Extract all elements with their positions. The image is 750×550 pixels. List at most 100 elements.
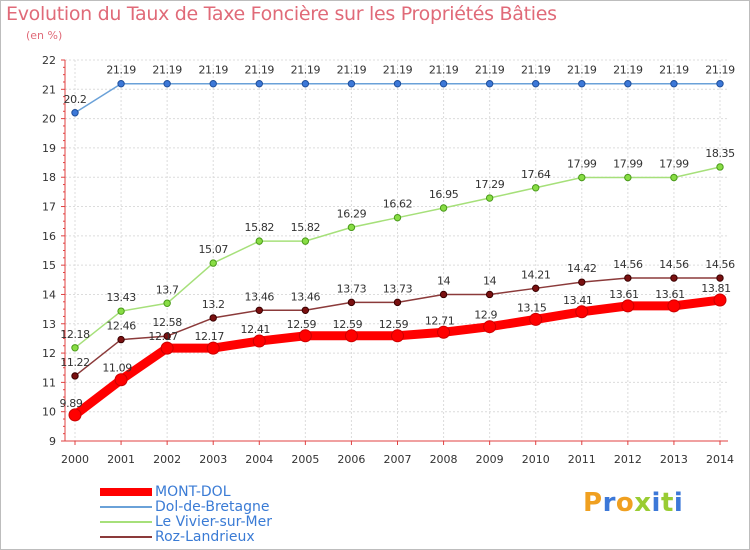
data-point xyxy=(68,408,82,422)
legend-swatch xyxy=(100,505,152,508)
data-point xyxy=(255,237,263,245)
data-label: 14.56 xyxy=(659,258,689,271)
data-label: 13.73 xyxy=(383,282,413,295)
data-point xyxy=(347,223,356,232)
x-tick-label: 2012 xyxy=(614,453,642,466)
x-tick-label: 2011 xyxy=(568,453,596,466)
y-tick-label: 15 xyxy=(42,259,56,272)
legend-label: Roz-Landrieux xyxy=(155,528,255,545)
data-label: 21.19 xyxy=(198,64,228,77)
data-label: 16.95 xyxy=(429,188,459,201)
data-label: 9.89 xyxy=(60,397,83,410)
data-label: 12.17 xyxy=(148,330,178,343)
data-point xyxy=(532,80,540,88)
y-tick-label: 17 xyxy=(42,201,56,214)
y-tick-label: 21 xyxy=(42,83,56,96)
data-point xyxy=(160,341,174,355)
data-point xyxy=(347,80,356,88)
logo-letter: r xyxy=(602,488,616,518)
data-point xyxy=(439,204,448,212)
data-point xyxy=(485,290,494,299)
data-point xyxy=(439,290,448,299)
data-label: 15.82 xyxy=(245,221,275,234)
x-tick-label: 2014 xyxy=(706,453,734,466)
data-label: 21.19 xyxy=(429,64,459,77)
data-point xyxy=(71,372,79,380)
data-label: 17.29 xyxy=(475,178,505,191)
data-point xyxy=(716,163,724,171)
data-label: 13.2 xyxy=(202,298,225,311)
data-label: 12.58 xyxy=(152,316,182,329)
data-point xyxy=(624,80,632,88)
x-tick-label: 2007 xyxy=(384,453,412,466)
data-point xyxy=(117,335,125,344)
data-label: 12.59 xyxy=(333,318,363,331)
logo-letter: i xyxy=(651,488,661,518)
legend-item: MONT-DOL xyxy=(100,483,272,500)
data-point xyxy=(298,329,312,343)
data-label: 15.07 xyxy=(198,243,228,256)
data-label: 21.19 xyxy=(291,64,321,77)
data-point xyxy=(532,184,540,192)
data-label: 14.56 xyxy=(613,258,643,271)
data-label: 16.62 xyxy=(383,198,413,211)
data-label: 16.29 xyxy=(337,207,367,220)
data-label: 12.71 xyxy=(425,314,455,327)
x-tick-label: 2000 xyxy=(61,453,89,466)
data-point xyxy=(347,298,356,307)
data-point xyxy=(301,306,310,314)
data-point xyxy=(71,109,79,117)
data-label: 21.19 xyxy=(659,64,689,77)
data-label: 21.19 xyxy=(337,64,367,77)
legend-swatch xyxy=(100,535,152,538)
x-tick-label: 2009 xyxy=(476,453,504,466)
data-point xyxy=(439,80,448,88)
data-label: 13.61 xyxy=(609,288,639,301)
y-unit-label: (en %) xyxy=(26,29,63,42)
data-label: 21.19 xyxy=(613,64,643,77)
data-label: 13.61 xyxy=(655,288,685,301)
logo-letter: i xyxy=(673,488,684,518)
data-label: 11.22 xyxy=(60,356,90,369)
data-label: 12.59 xyxy=(287,318,317,331)
data-point xyxy=(163,299,171,307)
x-tick-label: 2001 xyxy=(107,453,135,466)
data-label: 17.64 xyxy=(521,168,551,181)
legend-item: Dol-de-Bretagne xyxy=(100,499,272,515)
y-tick-label: 20 xyxy=(42,113,56,126)
data-label: 14 xyxy=(437,274,451,287)
data-point xyxy=(393,80,402,88)
data-point xyxy=(716,80,724,88)
data-label: 13.43 xyxy=(106,291,136,304)
data-point xyxy=(71,344,79,352)
chart-legend: MONT-DOL Dol-de-Bretagne Le Vivier-sur-Mer… xyxy=(100,483,272,545)
legend-label: MONT-DOL xyxy=(155,483,231,500)
data-label: 21.19 xyxy=(383,64,413,77)
legend-swatch xyxy=(100,487,152,496)
data-point xyxy=(163,332,171,340)
y-tick-label: 10 xyxy=(42,406,56,419)
data-point xyxy=(667,299,681,313)
y-tick-label: 19 xyxy=(42,142,56,155)
y-tick-label: 12 xyxy=(42,347,56,360)
proxiti-logo: Proxiti xyxy=(583,488,683,518)
data-point xyxy=(255,80,263,88)
data-label: 13.46 xyxy=(245,290,275,303)
x-tick-label: 2003 xyxy=(199,453,227,466)
data-point xyxy=(209,314,217,322)
data-point xyxy=(532,284,540,293)
data-label: 12.18 xyxy=(60,328,90,341)
logo-letter: o xyxy=(615,488,635,518)
data-point xyxy=(713,293,727,307)
data-label: 12.59 xyxy=(379,318,409,331)
x-tick-label: 2008 xyxy=(430,453,458,466)
data-point xyxy=(117,80,125,88)
data-point xyxy=(255,306,263,314)
logo-letter: t xyxy=(660,488,674,518)
data-point xyxy=(578,80,586,88)
y-tick-label: 14 xyxy=(42,288,56,301)
data-label: 21.19 xyxy=(567,64,597,77)
data-point xyxy=(301,80,310,88)
data-point xyxy=(578,278,586,286)
legend-swatch xyxy=(100,520,152,523)
